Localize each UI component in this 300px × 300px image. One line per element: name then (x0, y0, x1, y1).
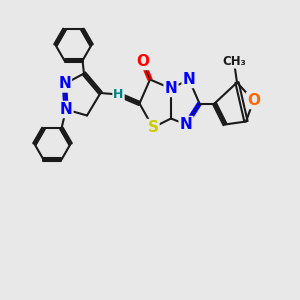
Text: N: N (180, 117, 192, 132)
Text: CH₃: CH₃ (222, 55, 246, 68)
Text: H: H (113, 88, 124, 101)
Text: N: N (165, 81, 177, 96)
Text: O: O (247, 93, 260, 108)
Text: N: N (60, 102, 72, 117)
Text: S: S (148, 120, 158, 135)
Text: O: O (136, 54, 149, 69)
Text: N: N (183, 72, 195, 87)
Text: N: N (58, 76, 71, 92)
